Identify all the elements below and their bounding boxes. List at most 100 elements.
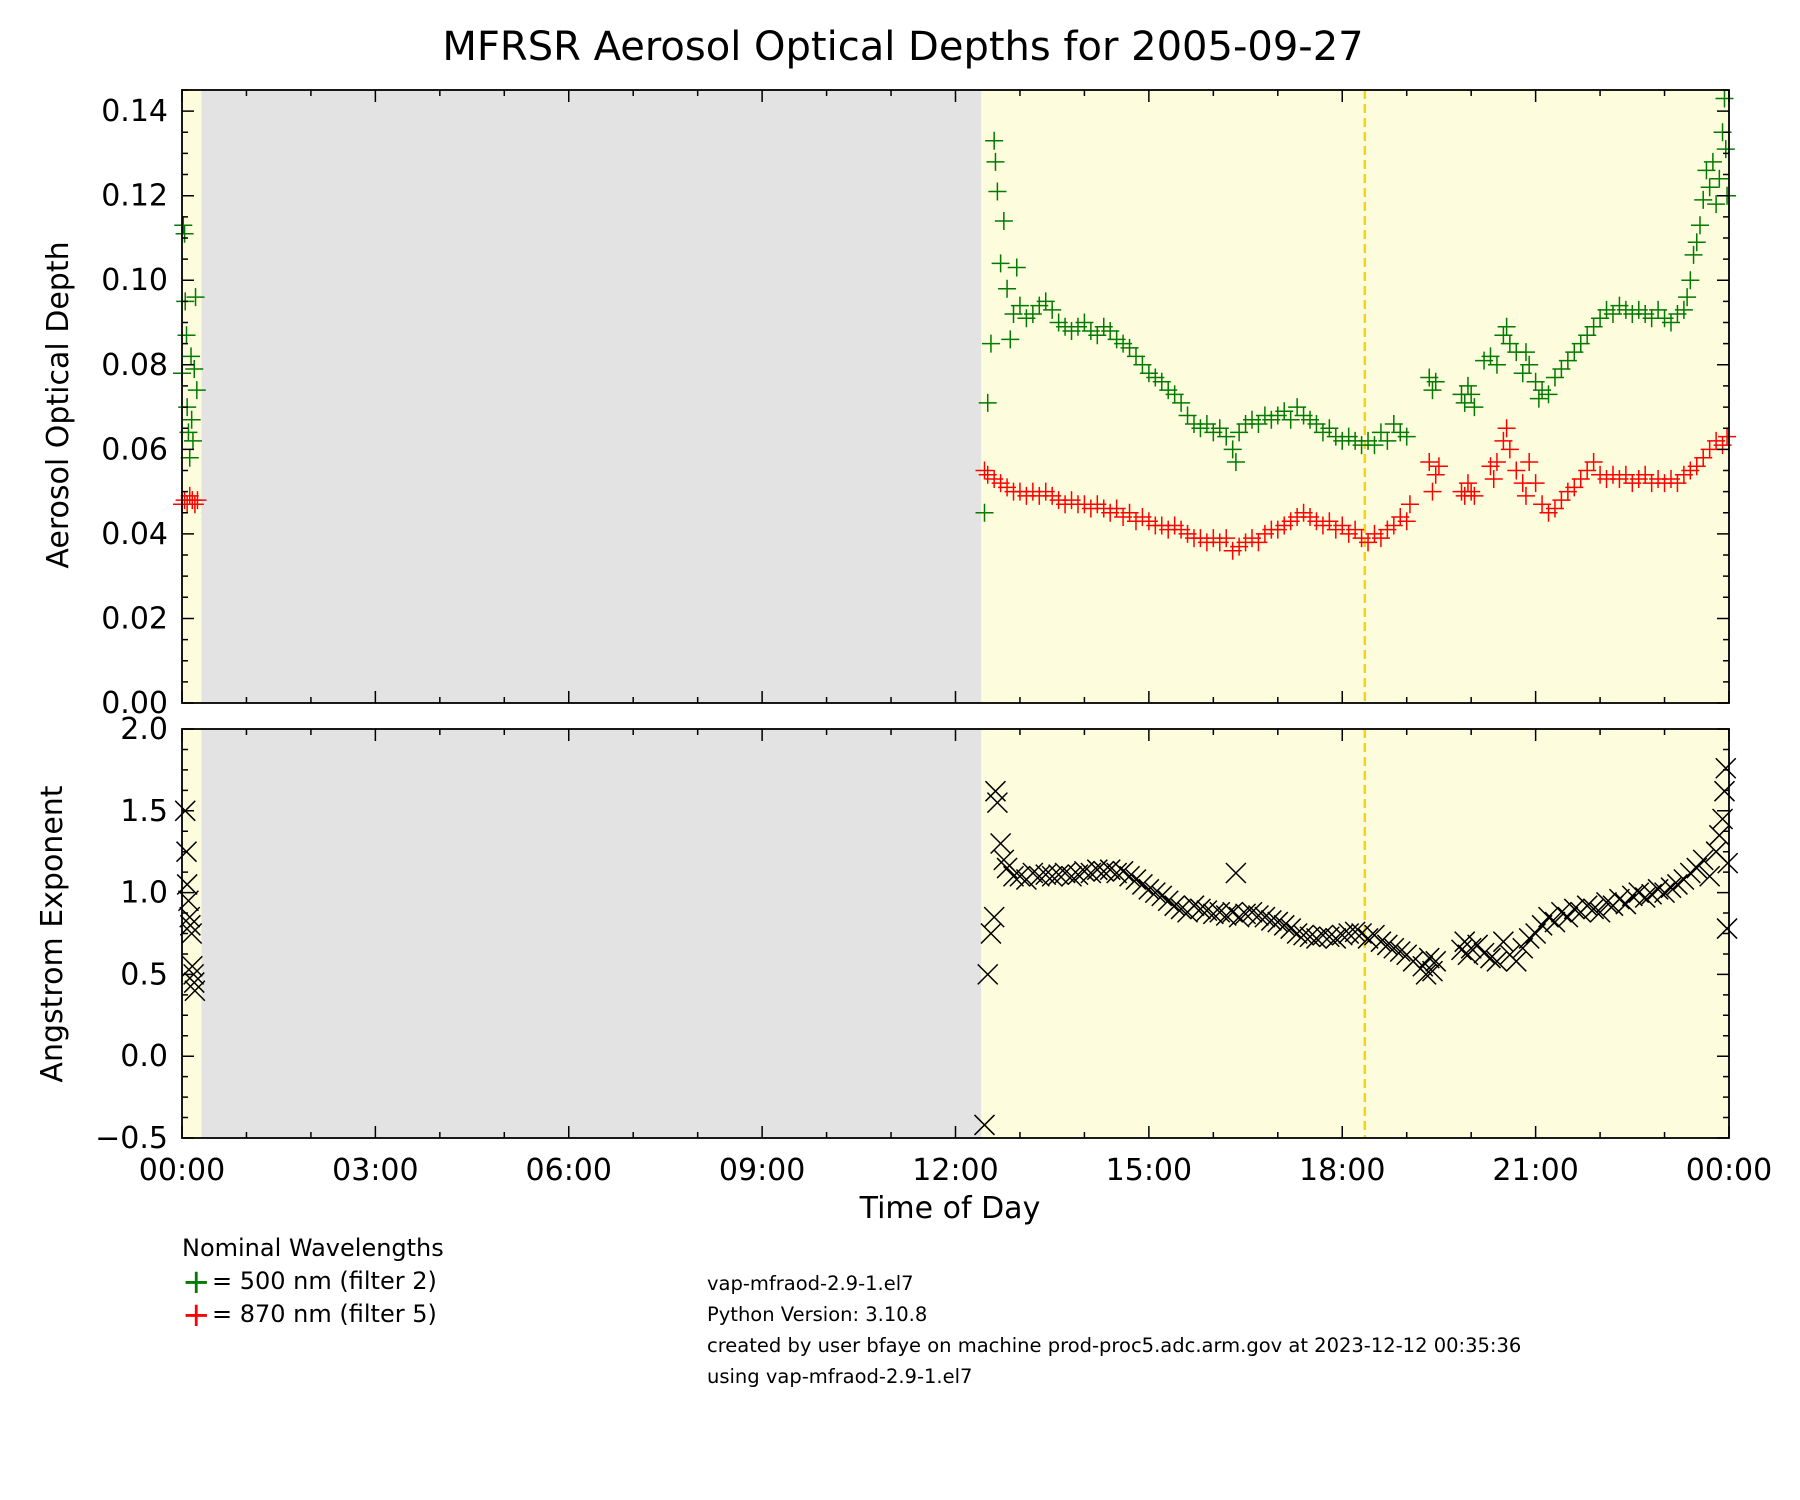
legend: Nominal Wavelengths + = 500 nm (filter 2… [182, 1232, 444, 1335]
x-marker [1151, 885, 1173, 907]
plus-marker [1426, 465, 1445, 484]
x-marker [977, 963, 999, 985]
x-marker [1048, 864, 1070, 886]
x-marker [1041, 865, 1063, 887]
x-marker [1699, 865, 1721, 887]
x-marker [1022, 862, 1044, 884]
plus-marker [1497, 419, 1516, 438]
x-marker [1157, 890, 1179, 912]
aod-series-2 [173, 419, 1737, 560]
plus-marker [177, 326, 196, 345]
x-marker [183, 972, 205, 994]
x-marker [1715, 757, 1737, 779]
x-marker [986, 792, 1008, 814]
x-marker [1621, 885, 1643, 907]
plus-marker [975, 503, 994, 522]
legend-label-870nm: = 870 nm (filter 5) [212, 1300, 437, 1328]
plus-marker [1487, 355, 1506, 374]
plus-marker [1539, 385, 1558, 404]
x-marker [1628, 882, 1650, 904]
angstrom-y-tick-label: −0.5 [95, 1121, 168, 1156]
aod-tick-marks [181, 89, 1730, 704]
legend-plus-marker-red: + [182, 1294, 211, 1335]
plus-marker [1378, 431, 1397, 450]
x-tick-label: 12:00 [912, 1153, 998, 1188]
x-marker [1418, 947, 1440, 969]
plus-marker [1172, 393, 1191, 412]
plus-marker [174, 216, 193, 235]
x-marker [1383, 937, 1405, 959]
legend-entry-870nm: + = 870 nm (filter 5) [182, 1294, 444, 1335]
angstrom-y-axis-label: Angstrom Exponent [35, 785, 70, 1082]
x-marker [1183, 895, 1205, 917]
plus-marker [1487, 453, 1506, 472]
aod-y-tick-label: 0.10 [101, 263, 168, 298]
x-marker [1202, 903, 1224, 925]
x-marker [1486, 950, 1508, 972]
plus-marker [1484, 469, 1503, 488]
plus-marker [978, 393, 997, 412]
x-marker [1512, 937, 1534, 959]
x-marker [1647, 878, 1669, 900]
plus-marker [1529, 389, 1548, 408]
aod-y-tick-label: 0.08 [101, 348, 168, 383]
x-tick-label: 15:00 [1106, 1153, 1192, 1188]
x-marker [1002, 865, 1025, 887]
x-marker [1583, 898, 1605, 920]
plus-marker [1458, 376, 1477, 395]
x-tick-label: 00:00 [139, 1153, 225, 1188]
plus-marker [175, 224, 194, 243]
x-marker [1273, 914, 1295, 936]
x-marker [1196, 900, 1218, 922]
aod-day-region [981, 90, 1729, 703]
x-marker [1119, 865, 1141, 887]
plus-marker [1710, 169, 1729, 188]
plus-marker [180, 448, 199, 467]
x-marker [1505, 950, 1527, 972]
x-axis-label: Time of Day [859, 1191, 1041, 1226]
plus-marker [975, 461, 994, 480]
x-marker [1112, 860, 1134, 882]
aod-panel: 0.00 0.02 0.04 0.06 0.08 0.10 0.12 0.14 Aerosol… [41, 89, 1737, 721]
x-marker [1260, 909, 1282, 931]
x-marker [179, 906, 201, 928]
plus-marker [1397, 427, 1416, 446]
x-marker [1557, 906, 1579, 928]
x-marker [1131, 873, 1153, 895]
plus-marker [1420, 453, 1439, 472]
plus-marker [1707, 195, 1726, 214]
x-marker [1370, 931, 1392, 953]
plus-marker [1678, 288, 1697, 307]
python-version-line: Python Version: 3.10.8 [707, 1303, 928, 1326]
x-marker [1241, 901, 1263, 923]
angstrom-series-1 [174, 757, 1739, 1136]
plus-marker [185, 495, 204, 514]
x-tick-label: 21:00 [1492, 1153, 1578, 1188]
plus-marker [1429, 457, 1448, 476]
plus-marker [1281, 410, 1300, 429]
plus-marker [1001, 330, 1020, 349]
x-tick-label: 18:00 [1299, 1153, 1385, 1188]
x-marker [1666, 873, 1688, 895]
x-marker [1299, 926, 1321, 948]
x-marker [1054, 862, 1076, 884]
x-marker [184, 980, 206, 1002]
plus-marker [182, 410, 201, 429]
x-marker [1692, 849, 1714, 871]
x-marker [1099, 859, 1121, 881]
using-line: using vap-mfraod-2.9-1.el7 [707, 1365, 973, 1388]
x-marker [1550, 901, 1572, 923]
x-marker [1713, 780, 1736, 802]
x-marker [1589, 901, 1611, 923]
x-marker [1654, 882, 1676, 904]
plus-marker [1718, 427, 1737, 446]
plus-marker [1526, 474, 1545, 493]
x-marker [983, 906, 1005, 928]
x-marker [1080, 862, 1102, 884]
x-marker [176, 873, 198, 895]
x-marker [1228, 906, 1250, 928]
x-marker [1351, 922, 1373, 945]
plus-marker [986, 152, 1005, 171]
plus-marker [1694, 190, 1713, 209]
x-marker [1067, 864, 1089, 886]
